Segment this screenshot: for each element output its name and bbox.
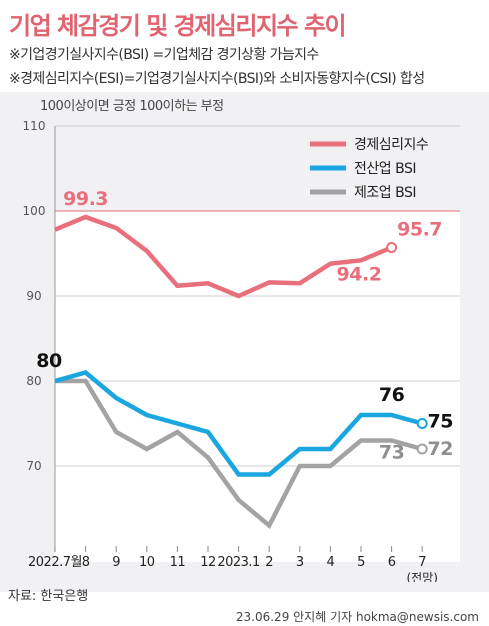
esi-note: ※경제심리지수(ESI)=기업경기실사지수(BSI)와 소비자동향지수(CSI)… xyxy=(9,71,425,87)
x-tick-label: 9 xyxy=(112,555,120,570)
bsi-note: ※기업경기실사지수(BSI) =기업체감 경기상황 가늠지수 xyxy=(9,47,319,63)
series-end-marker xyxy=(416,418,428,429)
series-line xyxy=(54,214,393,299)
credit-line: 23.06.29 안지혜 기자 hokma@newsis.com xyxy=(235,610,479,624)
x-tick-label: 7 xyxy=(418,555,426,570)
data-label: 76 xyxy=(379,384,405,406)
x-tick-label: 11 xyxy=(170,555,186,570)
legend-label: 경제심리지수 xyxy=(354,137,429,153)
data-label: 73 xyxy=(379,442,404,464)
data-label: 99.3 xyxy=(63,188,108,210)
x-tick-label: 8 xyxy=(82,555,90,570)
x-tick-sublabel: (전망) xyxy=(406,571,437,582)
x-tick-label: 10 xyxy=(139,555,155,570)
reference-annotation: 100이상이면 긍정 100이하는 부정 xyxy=(40,99,224,114)
below-reference-area xyxy=(55,211,460,562)
y-tick-label: 100 xyxy=(23,204,46,218)
chart-title: 기업 체감경기 및 경제심리지수 추이 xyxy=(9,12,347,40)
data-label: 95.7 xyxy=(397,219,442,241)
legend-label: 제조업 BSI xyxy=(354,185,416,201)
x-tick-label: 12 xyxy=(200,555,216,570)
x-tick-label: 2 xyxy=(265,555,273,570)
x-tick-label: 4 xyxy=(327,555,335,570)
y-tick-label: 110 xyxy=(23,119,46,133)
x-tick-label: 2022.7월 xyxy=(28,555,82,570)
series-line xyxy=(55,378,423,530)
legend-label: 전산업 BSI xyxy=(354,161,416,177)
x-tick-label: 6 xyxy=(388,555,396,570)
data-label: 94.2 xyxy=(337,263,382,285)
series-end-marker xyxy=(416,443,428,455)
data-label: 75 xyxy=(427,411,452,433)
x-tick-label: 5 xyxy=(357,555,365,570)
data-label: 72 xyxy=(427,438,452,460)
source-note: 자료: 한국은행 xyxy=(8,589,89,604)
y-tick-label: 70 xyxy=(26,459,41,473)
series-end-marker xyxy=(386,242,398,254)
x-tick-label: 2023.1 xyxy=(217,555,260,570)
x-tick-label: 3 xyxy=(296,555,304,570)
data-label: 80 xyxy=(36,350,62,372)
series-line xyxy=(54,370,423,477)
y-tick-label: 90 xyxy=(26,289,41,303)
y-tick-label: 80 xyxy=(26,374,41,388)
